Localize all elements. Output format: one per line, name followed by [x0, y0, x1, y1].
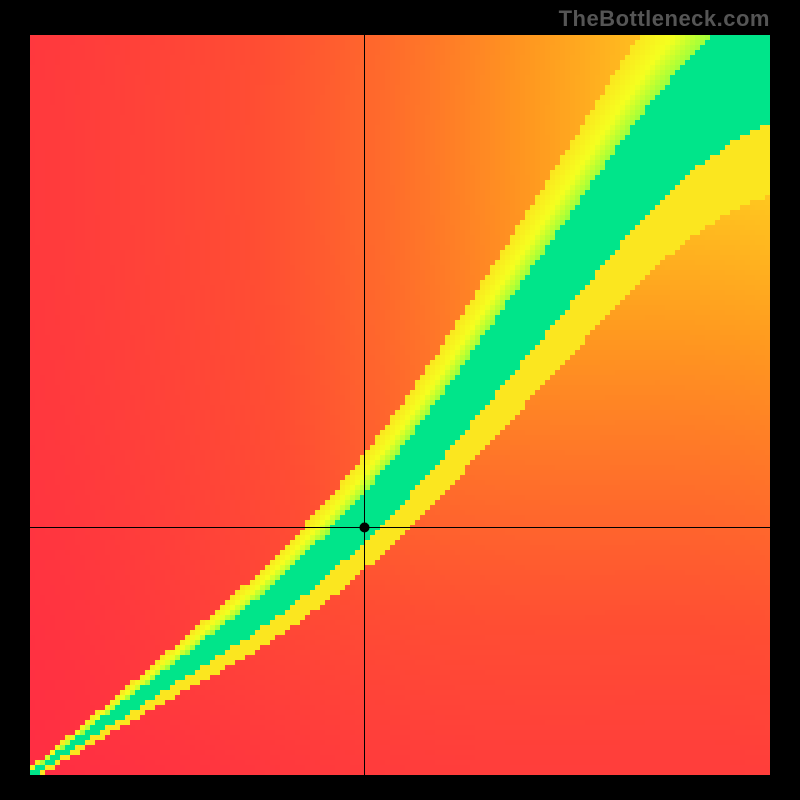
- watermark-text: TheBottleneck.com: [559, 6, 770, 32]
- plot-frame: [30, 35, 770, 775]
- page-root: TheBottleneck.com: [0, 0, 800, 800]
- bottleneck-heatmap: [30, 35, 770, 775]
